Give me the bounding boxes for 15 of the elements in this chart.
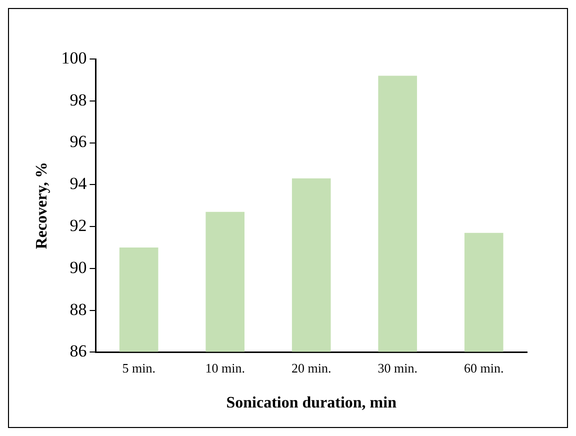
y-axis-title: Recovery, % [34, 162, 51, 250]
x-axis-title: Sonication duration, min [226, 394, 397, 412]
x-tick-label: 60 min. [464, 360, 504, 376]
y-tick-label: 86 [70, 342, 87, 361]
x-tick-label: 20 min. [291, 360, 332, 376]
y-tick-label: 92 [70, 216, 87, 236]
y-tick-label: 96 [70, 132, 87, 152]
y-tick-label: 90 [70, 258, 87, 277]
x-tick-label: 10 min. [205, 360, 245, 376]
y-tick-label: 98 [70, 90, 87, 110]
y-tick-label: 94 [70, 174, 88, 194]
x-tick-label: 5 min. [122, 360, 156, 376]
y-tick-label: 100 [61, 48, 87, 68]
x-tick-label: 30 min. [378, 360, 418, 376]
y-tick-label: 88 [70, 300, 87, 319]
